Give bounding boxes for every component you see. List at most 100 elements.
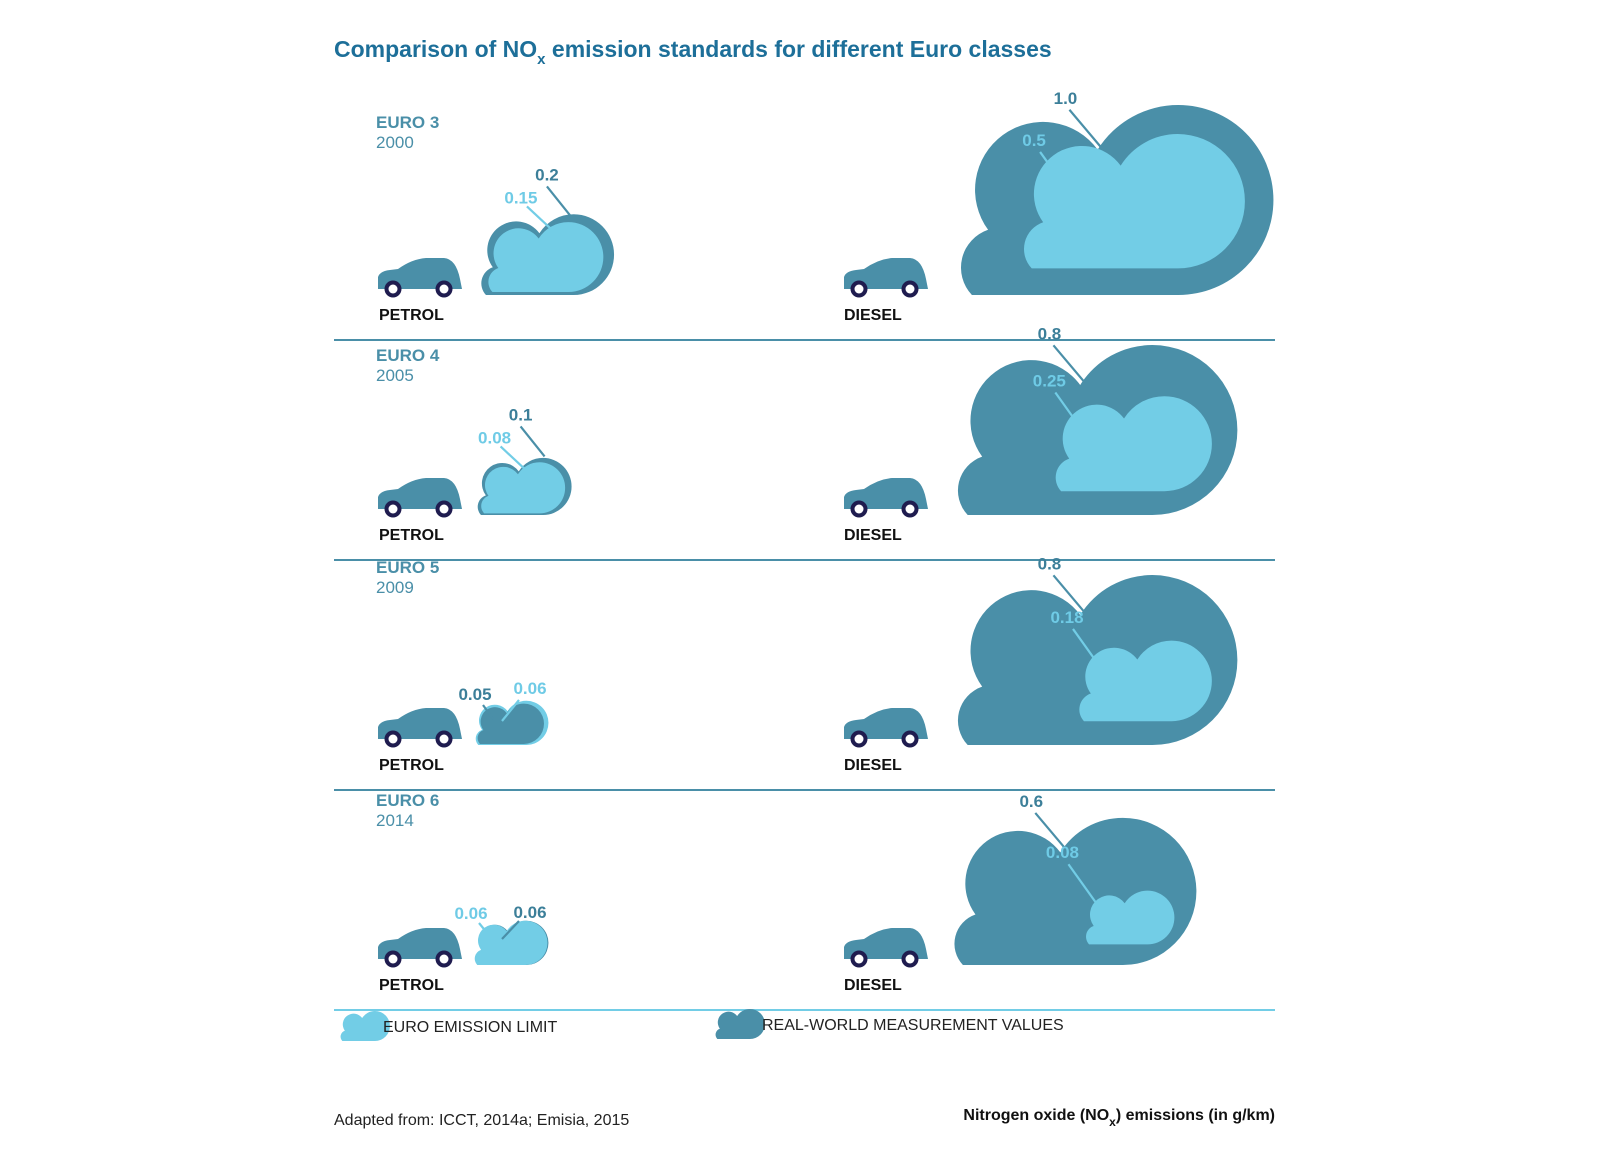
car-wheel-hub xyxy=(854,734,864,744)
euro-class-year: 2014 xyxy=(376,811,414,830)
diesel-limit-value: 0.18 xyxy=(1050,608,1083,627)
legend-limit-label: EURO EMISSION LIMIT xyxy=(383,1019,557,1036)
unit-label-subscript: x xyxy=(1109,1115,1116,1129)
euro-class-label: EURO 4 xyxy=(376,346,440,365)
diesel-real-value: 0.8 xyxy=(1038,324,1062,343)
petrol-limit-value: 0.06 xyxy=(513,679,546,698)
petrol-limit-value: 0.08 xyxy=(478,428,511,447)
diesel-car-icon xyxy=(844,928,928,968)
car-wheel-hub xyxy=(905,954,915,964)
dark-cloud-icon xyxy=(715,1008,765,1039)
petrol-real-cloud xyxy=(477,703,544,744)
car-wheel-hub xyxy=(905,284,915,294)
petrol-real-leader xyxy=(519,425,546,458)
diesel-limit-leader xyxy=(1067,863,1110,921)
petrol-label: PETROL xyxy=(379,307,444,324)
diesel-real-leader xyxy=(1052,574,1087,615)
diesel-limit-cloud xyxy=(1086,890,1175,945)
diesel-limit-cloud xyxy=(1055,396,1212,492)
petrol-real-value: 0.06 xyxy=(513,903,546,922)
diesel-limit-leader xyxy=(1072,628,1114,686)
car-wheel-hub xyxy=(388,284,398,294)
euro-class-label: EURO 6 xyxy=(376,791,439,810)
diesel-limit-cloud xyxy=(1079,640,1212,722)
diesel-limit-value: 0.08 xyxy=(1046,843,1079,862)
euro-class-label: EURO 3 xyxy=(376,113,439,132)
petrol-real-value: 0.2 xyxy=(535,165,559,184)
car-wheel-hub xyxy=(854,954,864,964)
chart-title-tail: emission standards for different Euro cl… xyxy=(546,36,1052,62)
petrol-label: PETROL xyxy=(379,527,444,544)
diesel-car-icon xyxy=(844,478,928,518)
chart-title-subscript: x xyxy=(537,51,546,68)
diesel-label: DIESEL xyxy=(844,757,902,774)
car-wheel-hub xyxy=(854,284,864,294)
car-wheel-hub xyxy=(388,954,398,964)
petrol-car-icon xyxy=(378,708,462,748)
car-wheel-hub xyxy=(905,734,915,744)
car-wheel-hub xyxy=(439,734,449,744)
diesel-real-leader xyxy=(1034,812,1069,852)
petrol-limit-leader xyxy=(478,922,493,940)
petrol-limit-leader xyxy=(499,445,532,476)
car-wheel-hub xyxy=(388,504,398,514)
car-wheel-hub xyxy=(439,954,449,964)
petrol-real-leader xyxy=(501,920,520,940)
diesel-real-value: 1.0 xyxy=(1054,89,1078,108)
diesel-limit-leader xyxy=(1054,391,1097,450)
petrol-label: PETROL xyxy=(379,757,444,774)
diesel-real-leader xyxy=(1052,344,1087,385)
petrol-limit-leader xyxy=(526,205,558,236)
unit-label: Nitrogen oxide (NOx) emissions (in g/km) xyxy=(963,1107,1275,1129)
diesel-limit-cloud xyxy=(1024,134,1245,269)
euro-class-year: 2000 xyxy=(376,133,414,152)
petrol-real-value: 0.05 xyxy=(458,685,491,704)
petrol-limit-leader xyxy=(501,699,520,722)
diesel-real-cloud xyxy=(954,817,1197,965)
petrol-real-leader xyxy=(482,704,494,720)
diesel-car-icon xyxy=(844,708,928,748)
unit-label-main: Nitrogen oxide (NO xyxy=(963,1107,1109,1124)
diesel-car-icon xyxy=(844,258,928,298)
petrol-real-value: 0.1 xyxy=(509,405,533,424)
petrol-limit-cloud xyxy=(488,222,604,293)
euro-class-rows: EURO 32000PETROL0.20.15DIESEL1.00.5EURO … xyxy=(334,89,1275,1011)
car-wheel-hub xyxy=(439,284,449,294)
source-note: Adapted from: ICCT, 2014a; Emisia, 2015 xyxy=(334,1112,629,1129)
light-cloud-icon xyxy=(340,1011,390,1041)
car-wheel-hub xyxy=(854,504,864,514)
diesel-limit-value: 0.25 xyxy=(1033,371,1066,390)
legend: EURO EMISSION LIMIT REAL-WORLD MEASUREME… xyxy=(340,1008,1064,1041)
chart-title-main: Comparison of NO xyxy=(334,36,537,62)
legend-limit-cloud-icon xyxy=(340,1011,390,1041)
diesel-real-value: 0.8 xyxy=(1038,554,1062,573)
euro-class-label: EURO 5 xyxy=(376,558,439,577)
petrol-limit-cloud xyxy=(474,920,548,965)
diesel-label: DIESEL xyxy=(844,307,902,324)
chart-title: Comparison of NOx emission standards for… xyxy=(334,36,1052,68)
car-wheel-hub xyxy=(905,504,915,514)
car-wheel-hub xyxy=(388,734,398,744)
petrol-limit-value: 0.06 xyxy=(454,904,487,923)
car-wheel-hub xyxy=(439,504,449,514)
diesel-real-value: 0.6 xyxy=(1019,792,1043,811)
legend-real-cloud-icon xyxy=(715,1008,765,1039)
euro-class-year: 2005 xyxy=(376,366,414,385)
unit-label-tail: ) emissions (in g/km) xyxy=(1116,1107,1275,1124)
petrol-limit-value: 0.15 xyxy=(504,188,537,207)
legend-real-label: REAL-WORLD MEASUREMENT VALUES xyxy=(762,1017,1064,1034)
petrol-limit-cloud xyxy=(481,462,566,514)
diesel-label: DIESEL xyxy=(844,977,902,994)
diesel-limit-value: 0.5 xyxy=(1022,131,1046,150)
diesel-limit-leader xyxy=(1039,151,1081,209)
euro-class-year: 2009 xyxy=(376,578,414,597)
diesel-label: DIESEL xyxy=(844,527,902,544)
petrol-car-icon xyxy=(378,478,462,518)
diesel-real-leader xyxy=(1068,109,1103,149)
petrol-label: PETROL xyxy=(379,977,444,994)
